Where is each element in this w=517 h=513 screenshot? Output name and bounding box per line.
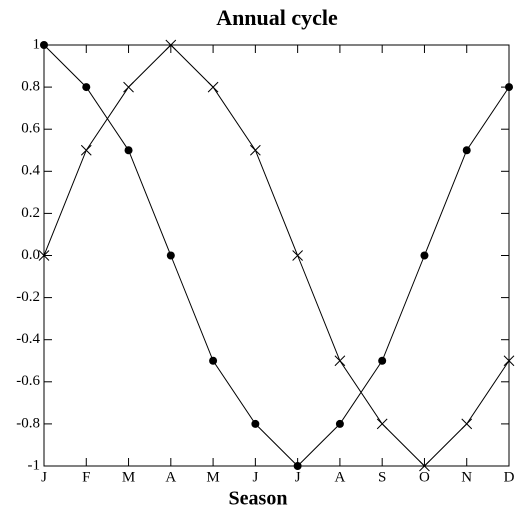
x-tick-label: A	[334, 469, 345, 485]
x-tick-label: N	[461, 469, 472, 485]
y-tick-label: -1	[28, 457, 41, 473]
point-marker	[250, 144, 261, 156]
point-marker	[123, 81, 134, 93]
point-marker	[419, 460, 430, 472]
point-marker	[505, 83, 513, 92]
point-marker	[166, 251, 175, 260]
x-tick-label: A	[165, 469, 176, 485]
point-marker	[376, 418, 388, 430]
x-tick-label: O	[419, 469, 430, 485]
point-marker	[293, 462, 302, 470]
x-axis-label: Season	[229, 488, 288, 510]
x-tick-label: S	[378, 469, 386, 485]
y-tick-label: 0.2	[21, 205, 40, 221]
point-marker	[40, 41, 48, 49]
point-marker	[209, 356, 218, 365]
series-line	[43, 44, 510, 467]
point-marker	[80, 144, 92, 156]
y-tick-label: -0.4	[16, 331, 40, 347]
point-marker	[461, 418, 473, 430]
plot-frame	[43, 44, 510, 467]
point-marker	[124, 146, 133, 155]
point-marker	[165, 39, 177, 51]
y-tick-label: 0.6	[21, 121, 40, 137]
point-marker	[503, 355, 515, 367]
point-marker	[292, 250, 303, 261]
point-marker	[335, 419, 344, 428]
y-tick-label: -0.8	[16, 415, 40, 431]
point-marker	[334, 355, 346, 367]
point-marker	[420, 251, 429, 260]
y-tick-label: 1	[33, 36, 41, 52]
point-marker	[378, 356, 387, 365]
y-tick-label: 0.4	[21, 163, 40, 179]
series-line	[43, 44, 510, 467]
point-marker	[462, 146, 471, 155]
y-tick-label: -0.2	[16, 289, 40, 305]
y-tick-label: 0.0	[21, 247, 40, 263]
y-tick-label: -0.6	[16, 373, 40, 389]
x-tick-label: F	[82, 469, 90, 485]
point-marker	[207, 81, 219, 93]
chart-title: Annual cycle	[216, 5, 338, 30]
x-tick-label: J	[41, 469, 47, 485]
point-marker	[251, 419, 260, 428]
x-tick-label: M	[206, 469, 219, 485]
point-marker	[38, 250, 50, 261]
x-tick-label: J	[295, 469, 301, 485]
x-tick-label: D	[504, 469, 515, 485]
x-tick-label: J	[252, 469, 258, 485]
y-tick-label: 0.8	[21, 79, 40, 95]
x-tick-label: M	[122, 469, 135, 485]
point-marker	[82, 83, 91, 92]
